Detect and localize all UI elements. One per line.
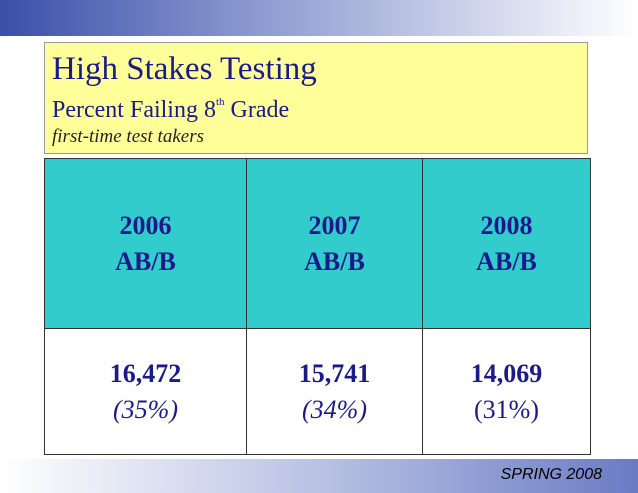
data-table: 2006 AB/B 2007 AB/B 2008 AB/B 16,472 (35%) 1…: [44, 158, 591, 455]
header-box: High Stakes Testing Percent Failing 8th …: [44, 42, 588, 154]
group: AB/B: [476, 246, 537, 276]
count: 14,069: [470, 358, 543, 388]
footer: SPRING 2008: [500, 466, 602, 483]
data-cell: 14,069 (31%): [422, 328, 591, 455]
header-cell: 2007 AB/B: [246, 158, 423, 329]
superscript: th: [215, 96, 225, 108]
count: 15,741: [298, 358, 371, 388]
note: first-time test takers: [52, 126, 204, 147]
subtitle-rest: Grade: [230, 97, 290, 123]
year: 2008: [480, 210, 533, 240]
title: High Stakes Testing: [52, 51, 317, 87]
top-banner: [0, 0, 638, 36]
bottom-banner: [0, 459, 638, 493]
percent: (31%): [474, 394, 539, 424]
group: AB/B: [115, 246, 176, 276]
count: 16,472: [109, 358, 182, 388]
subtitle: Percent Failing 8th Grade: [52, 87, 587, 125]
data-row: 16,472 (35%) 15,741 (34%) 14,069 (31%): [44, 328, 591, 455]
percent: (34%): [302, 394, 367, 424]
data-cell: 15,741 (34%): [246, 328, 423, 455]
header-row: 2006 AB/B 2007 AB/B 2008 AB/B: [44, 158, 591, 329]
percent: (35%): [113, 394, 178, 424]
subtitle-text: Percent Failing 8: [52, 97, 216, 123]
year: 2006: [119, 210, 172, 240]
group: AB/B: [304, 246, 365, 276]
header-cell: 2006 AB/B: [44, 158, 247, 329]
year: 2007: [308, 210, 361, 240]
data-cell: 16,472 (35%): [44, 328, 247, 455]
header-cell: 2008 AB/B: [422, 158, 591, 329]
